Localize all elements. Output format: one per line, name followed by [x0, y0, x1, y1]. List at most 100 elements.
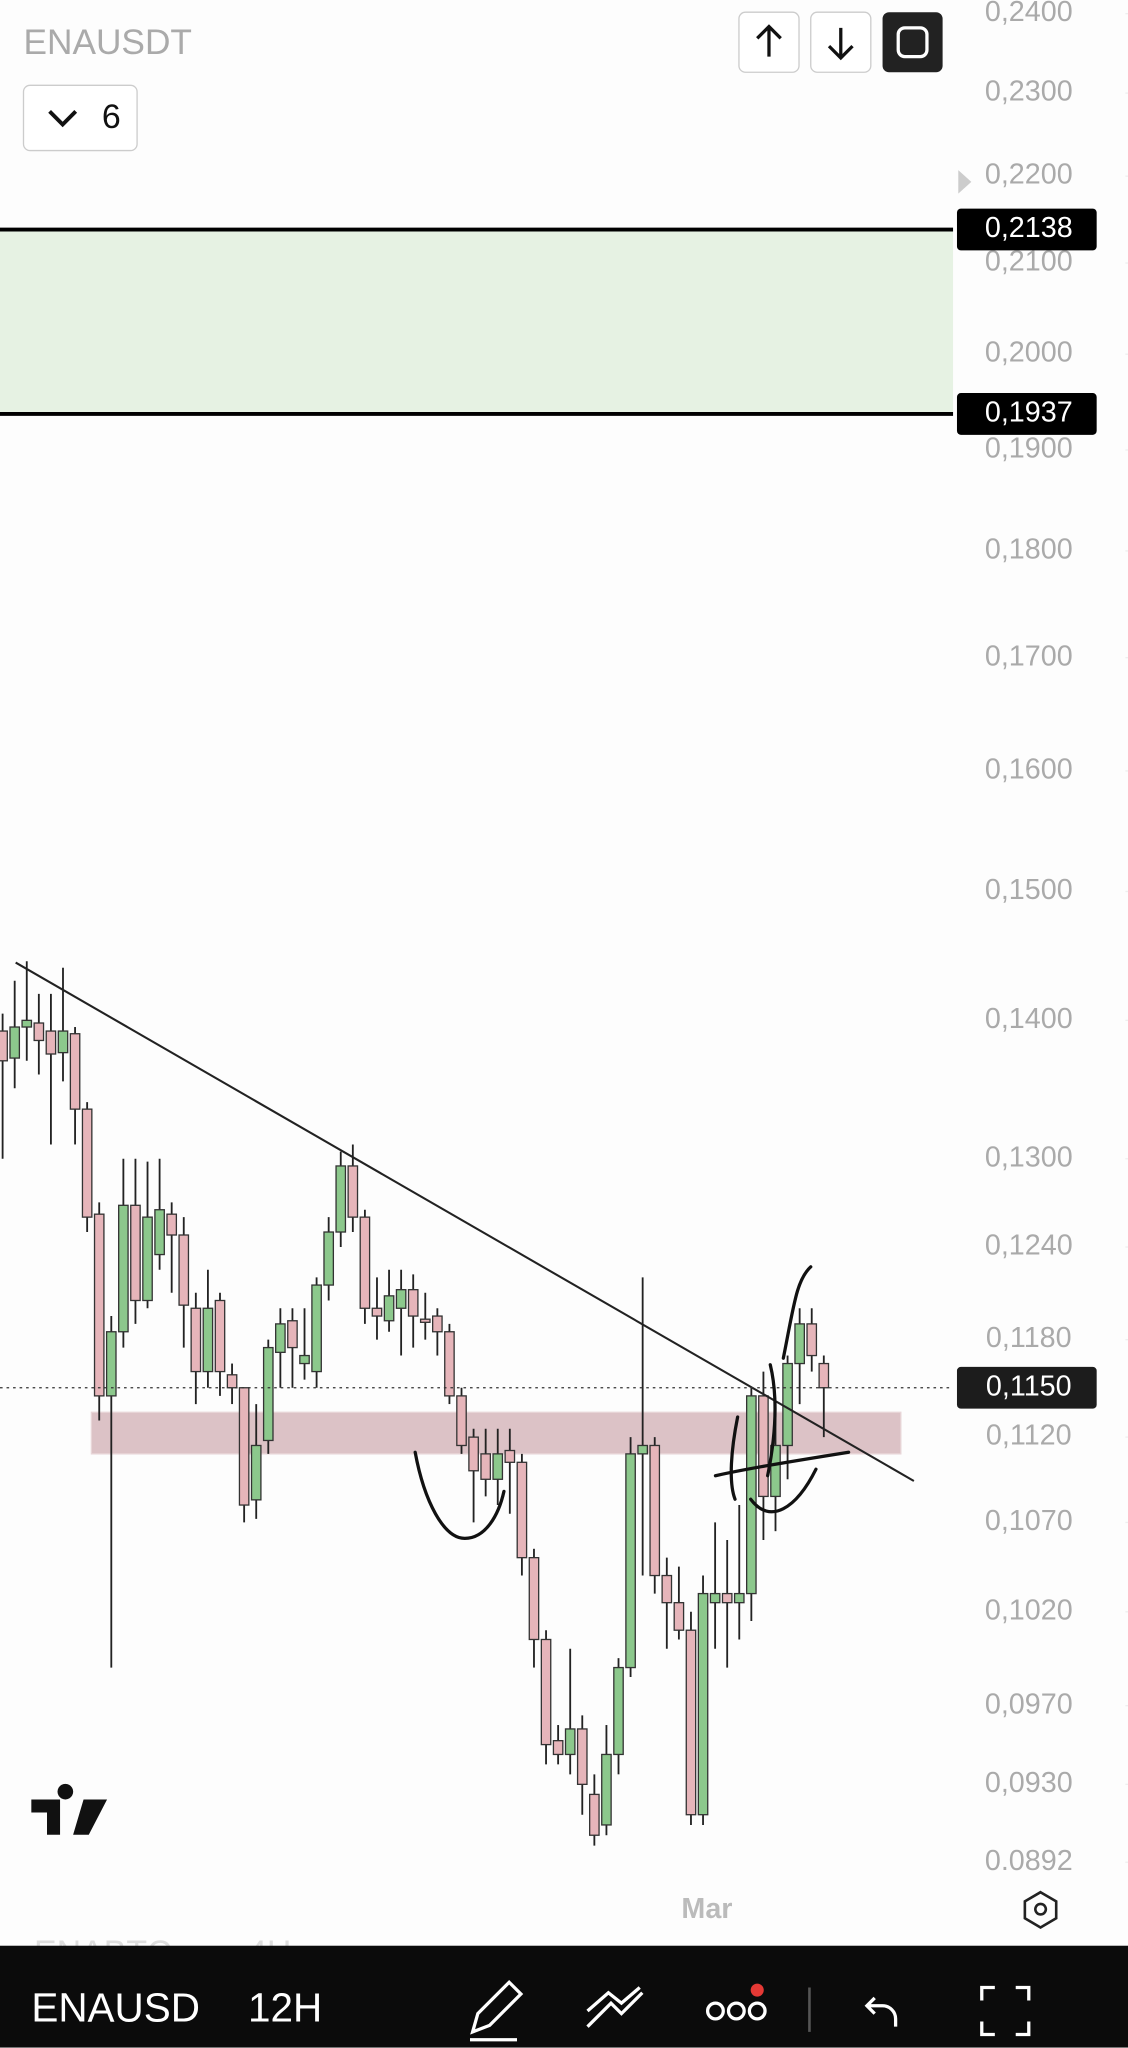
- zone: [0, 229, 954, 414]
- drawing-stroke: [413, 1450, 506, 1541]
- candle-body: [130, 1204, 141, 1302]
- y-tick-label: 0,2400: [985, 0, 1073, 28]
- notification-dot: [750, 1983, 764, 1997]
- y-tick-label: 0,1600: [985, 754, 1073, 786]
- tab-symbol[interactable]: ENAUSD: [31, 1985, 200, 2031]
- candle-body: [299, 1354, 310, 1365]
- drawing-stroke: [766, 1265, 813, 1478]
- candle-body: [93, 1213, 105, 1397]
- fullscreen-icon: [896, 26, 929, 59]
- logo: [31, 1783, 108, 1835]
- candle-body: [57, 1030, 69, 1054]
- y-tick-label: 0,1240: [985, 1230, 1073, 1262]
- candle-body: [540, 1638, 552, 1746]
- candle-body: [709, 1592, 721, 1604]
- candle-body: [202, 1307, 214, 1373]
- candle-body: [492, 1453, 504, 1480]
- candle-body: [601, 1753, 612, 1826]
- candle-body: [395, 1289, 407, 1309]
- fullscreen-button[interactable]: [882, 12, 943, 73]
- candle-body: [371, 1307, 383, 1317]
- candle-body: [45, 1030, 57, 1055]
- candle-body: [504, 1449, 516, 1463]
- candle-body: [250, 1444, 262, 1501]
- candle-body: [576, 1728, 588, 1785]
- candle-body: [335, 1165, 347, 1233]
- candle-body: [468, 1436, 479, 1472]
- drawing: [413, 1265, 851, 1541]
- settings-icon[interactable]: [1023, 1890, 1058, 1929]
- y-tick-label: 0,0970: [985, 1688, 1073, 1720]
- y-tick-label: 0,2300: [985, 76, 1073, 108]
- candle-body: [166, 1213, 178, 1236]
- candle-body: [287, 1320, 298, 1349]
- candle-body: [661, 1574, 673, 1604]
- indicators-icon[interactable]: [586, 1986, 644, 2028]
- candle-body: [105, 1331, 117, 1397]
- candle-body: [818, 1362, 830, 1389]
- layout-count: 6: [102, 98, 121, 136]
- y-tick-label: 0,0930: [985, 1767, 1073, 1799]
- y-tick-label: 0,1070: [985, 1505, 1073, 1537]
- arrow-down-icon: [827, 27, 854, 61]
- trendline: [15, 961, 915, 1482]
- y-tick-label: 0,1180: [986, 1322, 1072, 1354]
- candle-body: [456, 1395, 467, 1447]
- candle-body: [9, 1026, 21, 1059]
- y-tick-label: 0,1020: [985, 1594, 1073, 1626]
- more-icon[interactable]: [705, 2001, 767, 2021]
- candle-body: [625, 1453, 636, 1669]
- candle-body: [226, 1374, 238, 1389]
- toolbar: [0, 1945, 1128, 2048]
- candle-body: [649, 1444, 661, 1577]
- y-tick-label: 0,1800: [985, 534, 1073, 566]
- y-tick-label: 0,1900: [985, 433, 1073, 465]
- tab-interval[interactable]: 12H: [248, 1985, 322, 2031]
- candle-body: [81, 1108, 93, 1218]
- candle-body: [33, 1022, 45, 1042]
- drawing-stroke: [729, 1415, 818, 1514]
- layout-button[interactable]: [22, 84, 138, 152]
- candle-body: [432, 1315, 443, 1333]
- y-tick-label: 0,2200: [985, 159, 1073, 191]
- price-label: 0,1937: [985, 397, 1073, 429]
- candle-body: [21, 1019, 33, 1028]
- candle-body: [564, 1728, 576, 1756]
- candle-body: [733, 1592, 745, 1604]
- y-tick-label: 0,1700: [985, 640, 1073, 672]
- candle-body: [154, 1209, 165, 1256]
- candle-body: [359, 1216, 371, 1309]
- candle-body: [770, 1444, 781, 1498]
- candle-body: [69, 1033, 81, 1110]
- last-price-box: [956, 1366, 1097, 1409]
- candle-body: [516, 1461, 528, 1559]
- candle-body: [673, 1602, 685, 1631]
- undo-icon[interactable]: [864, 1996, 898, 2027]
- x-tick-label: Mar: [681, 1893, 732, 1925]
- candle-body: [347, 1165, 359, 1218]
- candle-body: [745, 1395, 757, 1595]
- candle-body: [758, 1395, 769, 1498]
- chevron-icon: [48, 110, 78, 128]
- candle-body: [697, 1592, 709, 1816]
- candle-body: [721, 1592, 733, 1604]
- fullscreen-icon[interactable]: [980, 1985, 1031, 2037]
- candle-body: [806, 1323, 818, 1357]
- price-label-box: [956, 393, 1097, 435]
- candle-body: [480, 1453, 492, 1480]
- candle-body: [589, 1793, 600, 1836]
- candle-body: [552, 1740, 564, 1756]
- candle-body: [782, 1362, 793, 1447]
- candle-body: [323, 1231, 335, 1286]
- candle-body: [419, 1318, 431, 1323]
- draw-icon[interactable]: [470, 1979, 524, 2042]
- candle-body: [118, 1204, 129, 1333]
- candle-body: [214, 1299, 226, 1373]
- candle-body: [794, 1323, 806, 1365]
- candle-body: [637, 1444, 649, 1455]
- y-tick-label: 0,1120: [986, 1420, 1072, 1452]
- candle-body: [262, 1346, 274, 1442]
- candle-body: [444, 1331, 455, 1397]
- candle-body: [685, 1629, 697, 1816]
